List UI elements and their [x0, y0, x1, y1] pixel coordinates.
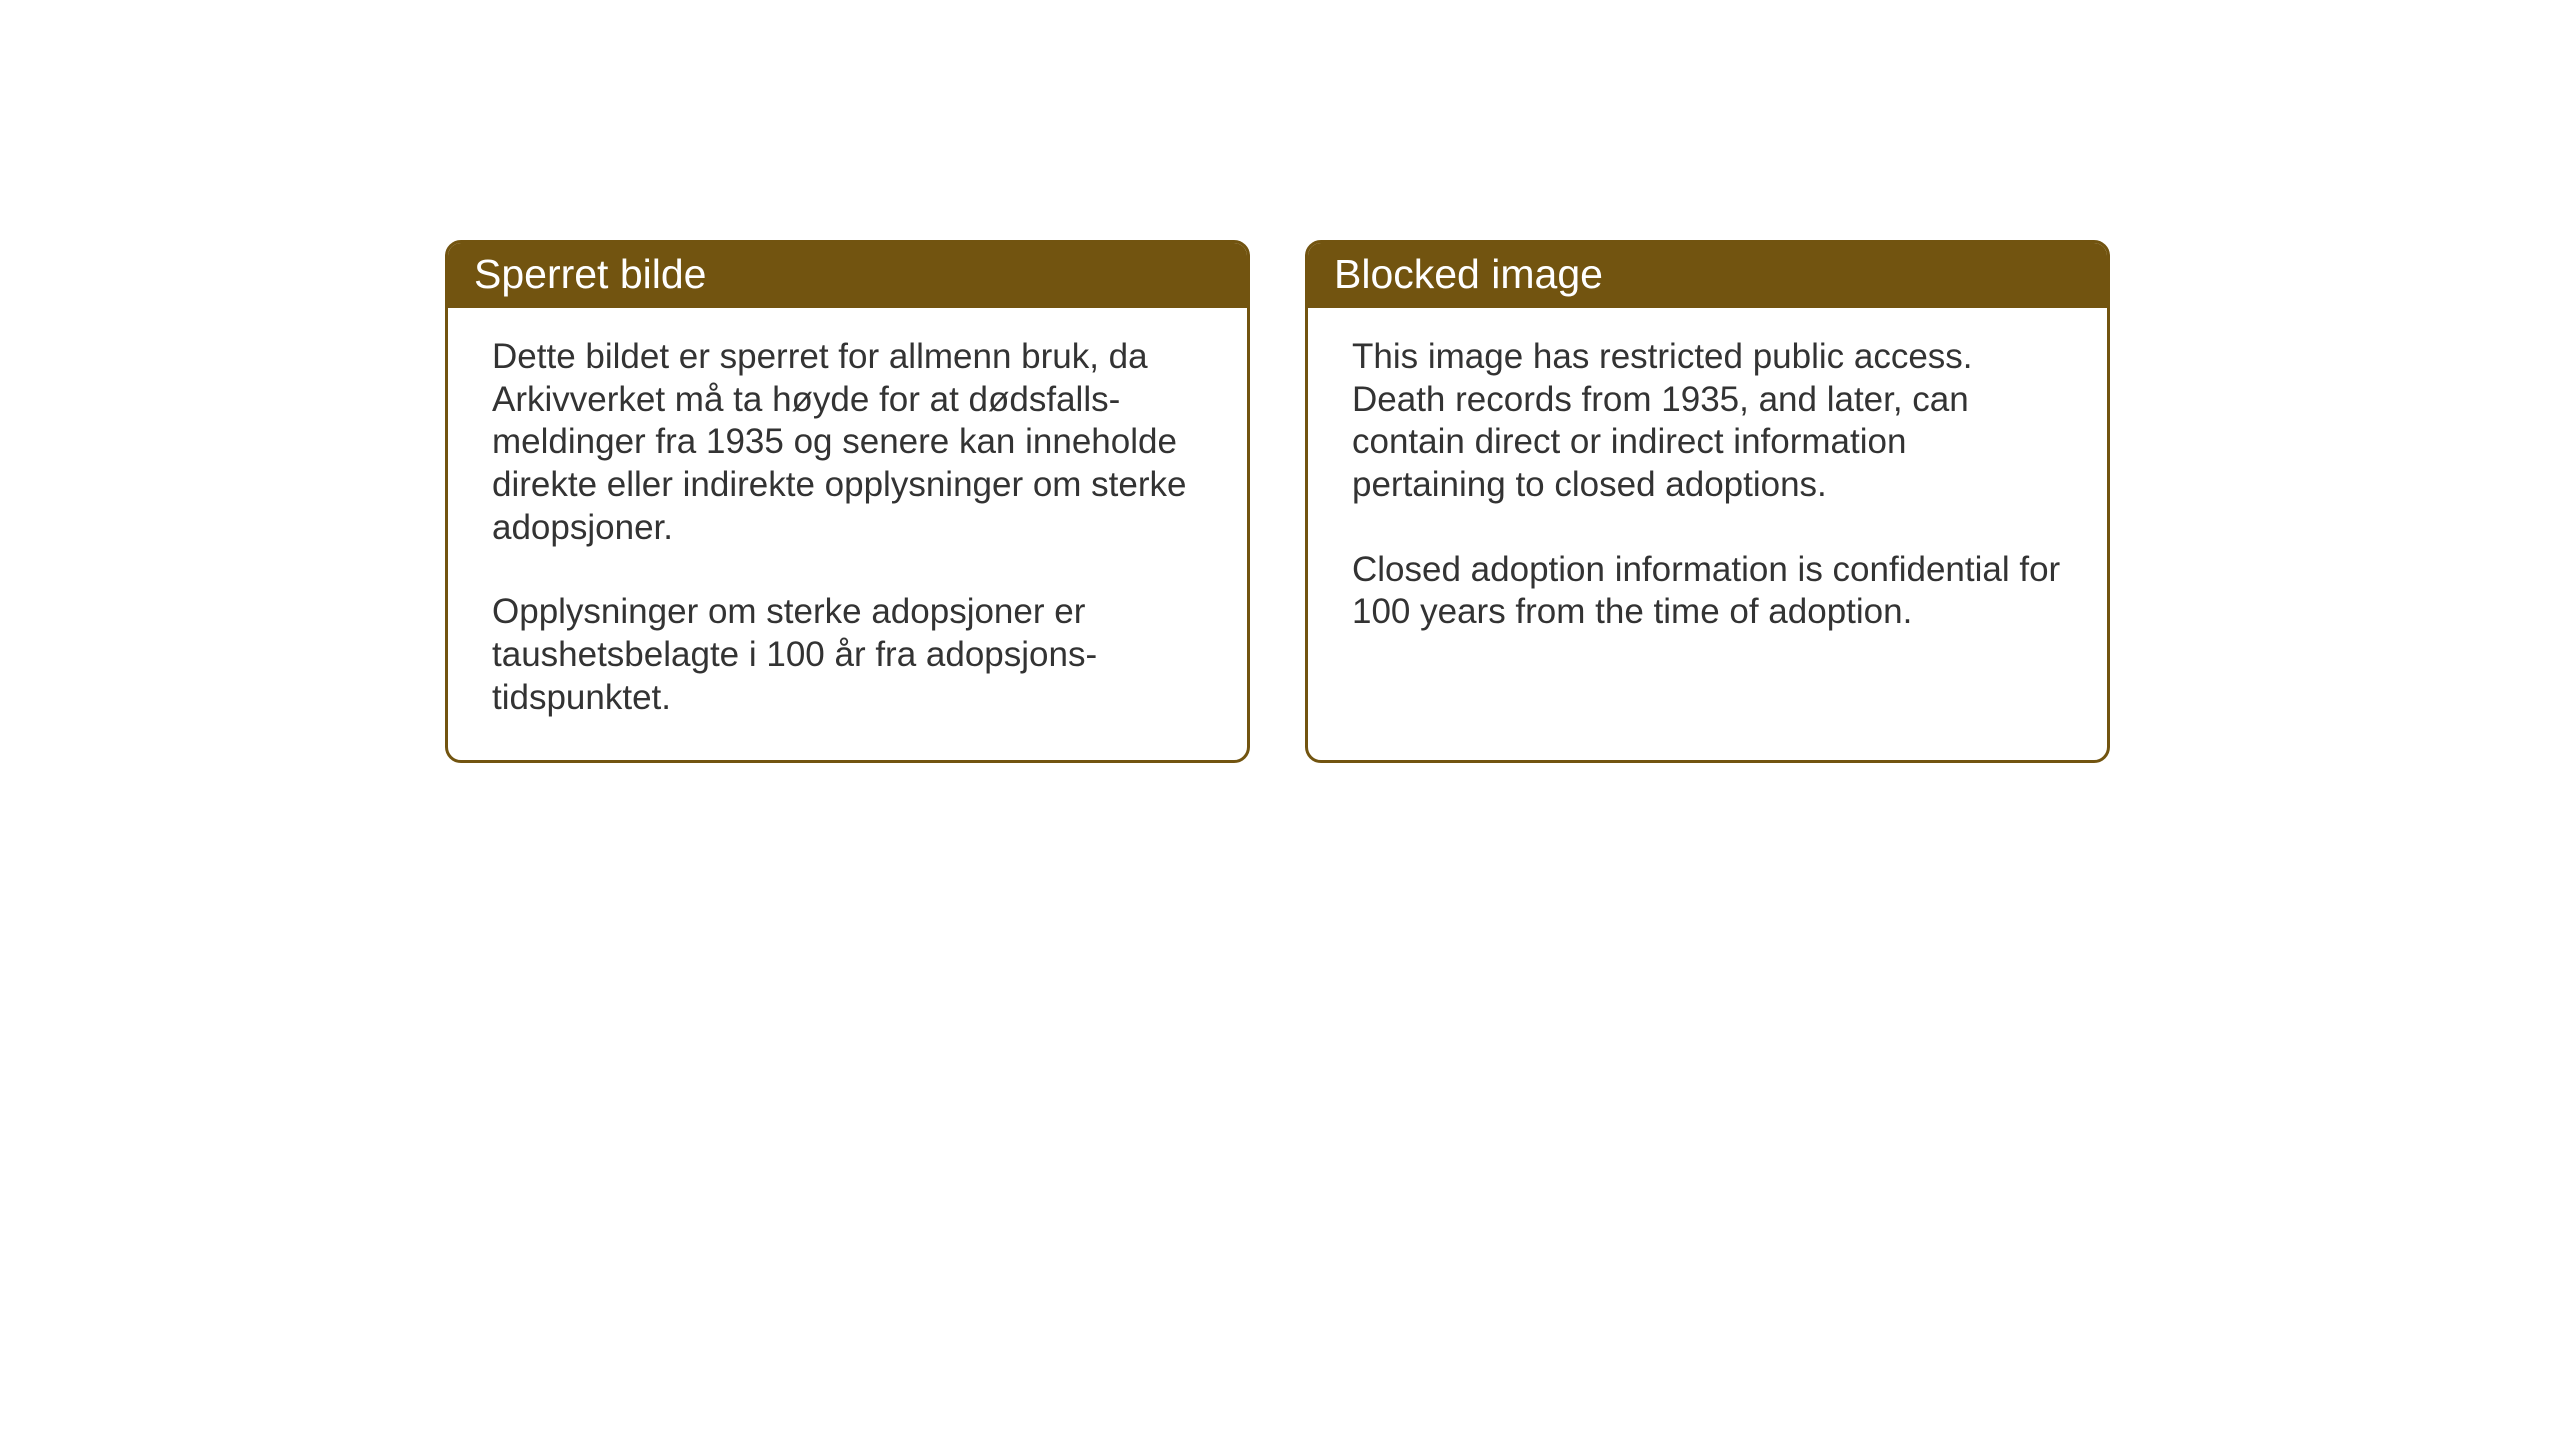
- card-header-norwegian: Sperret bilde: [448, 243, 1247, 308]
- card-body-english: This image has restricted public access.…: [1308, 308, 2107, 748]
- cards-container: Sperret bilde Dette bildet er sperret fo…: [445, 240, 2110, 763]
- paragraph-english-2: Closed adoption information is confident…: [1352, 549, 2067, 634]
- paragraph-english-1: This image has restricted public access.…: [1352, 336, 2067, 507]
- card-english: Blocked image This image has restricted …: [1305, 240, 2110, 763]
- paragraph-norwegian-2: Opplysninger om sterke adopsjoner er tau…: [492, 591, 1207, 719]
- card-body-norwegian: Dette bildet er sperret for allmenn bruk…: [448, 308, 1247, 760]
- paragraph-norwegian-1: Dette bildet er sperret for allmenn bruk…: [492, 336, 1207, 549]
- card-header-english: Blocked image: [1308, 243, 2107, 308]
- card-norwegian: Sperret bilde Dette bildet er sperret fo…: [445, 240, 1250, 763]
